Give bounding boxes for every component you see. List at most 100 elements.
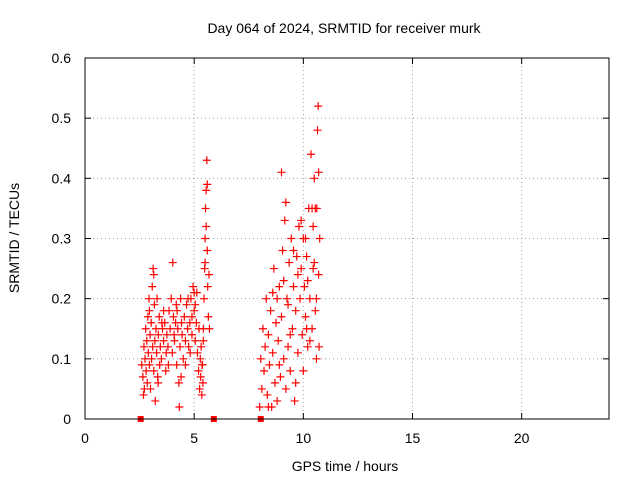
data-point bbox=[137, 360, 146, 369]
data-point bbox=[168, 258, 177, 267]
data-point bbox=[155, 360, 164, 369]
data-point bbox=[303, 342, 312, 351]
data-point bbox=[193, 348, 202, 357]
data-point bbox=[296, 294, 305, 303]
data-point bbox=[202, 156, 211, 165]
data-point bbox=[285, 258, 294, 267]
data-point bbox=[149, 270, 158, 279]
data-point bbox=[143, 312, 152, 321]
data-point bbox=[187, 312, 196, 321]
data-point bbox=[150, 300, 159, 309]
data-point bbox=[302, 324, 311, 333]
data-point bbox=[201, 258, 210, 267]
data-point bbox=[146, 330, 155, 339]
data-point bbox=[309, 222, 318, 231]
data-point bbox=[180, 312, 189, 321]
data-point bbox=[263, 390, 272, 399]
data-point bbox=[170, 330, 179, 339]
data-point bbox=[172, 360, 181, 369]
data-point bbox=[198, 378, 207, 387]
data-point bbox=[268, 348, 277, 357]
data-point bbox=[205, 270, 214, 279]
data-point bbox=[148, 282, 157, 291]
data-point bbox=[149, 366, 158, 375]
data-point bbox=[274, 336, 283, 345]
data-point bbox=[178, 330, 187, 339]
chart-title: Day 064 of 2024, SRMTID for receiver mur… bbox=[207, 20, 481, 36]
data-point bbox=[158, 324, 167, 333]
data-point bbox=[143, 378, 152, 387]
data-point bbox=[201, 204, 210, 213]
data-point bbox=[138, 372, 147, 381]
data-point bbox=[202, 186, 211, 195]
data-point bbox=[306, 150, 315, 159]
data-point bbox=[156, 342, 165, 351]
y-tick-label: 0.5 bbox=[52, 110, 72, 126]
y-tick-label: 0 bbox=[63, 411, 71, 427]
data-point bbox=[184, 294, 193, 303]
data-point bbox=[297, 264, 306, 273]
data-point bbox=[280, 216, 289, 225]
data-point bbox=[312, 354, 321, 363]
data-point bbox=[302, 252, 311, 261]
data-point bbox=[261, 342, 270, 351]
data-point bbox=[198, 360, 207, 369]
data-point bbox=[186, 348, 195, 357]
data-point bbox=[313, 126, 322, 135]
data-point bbox=[175, 402, 184, 411]
data-point bbox=[199, 294, 208, 303]
data-point bbox=[197, 342, 206, 351]
data-point bbox=[152, 348, 161, 357]
data-point bbox=[314, 102, 323, 111]
data-point bbox=[144, 294, 153, 303]
data-point bbox=[258, 324, 267, 333]
data-point bbox=[194, 366, 203, 375]
data-point bbox=[265, 360, 274, 369]
y-axis-label: SRMTID / TECUs bbox=[6, 183, 22, 293]
data-point bbox=[177, 318, 186, 327]
data-point bbox=[182, 300, 191, 309]
data-point bbox=[205, 324, 214, 333]
data-point bbox=[273, 396, 282, 405]
data-point bbox=[314, 168, 323, 177]
data-point bbox=[286, 330, 295, 339]
data-point bbox=[278, 246, 287, 255]
data-point bbox=[288, 324, 297, 333]
data-point bbox=[197, 390, 206, 399]
data-point bbox=[157, 318, 166, 327]
data-point bbox=[147, 354, 156, 363]
y-tick-label: 0.1 bbox=[52, 351, 72, 367]
data-point bbox=[299, 366, 308, 375]
data-point bbox=[142, 336, 151, 345]
data-point bbox=[191, 300, 200, 309]
data-point bbox=[282, 294, 291, 303]
x-tick-label: 10 bbox=[296, 430, 312, 446]
data-point bbox=[297, 216, 306, 225]
data-point bbox=[201, 234, 210, 243]
data-point bbox=[298, 330, 307, 339]
y-tick-label: 0.3 bbox=[52, 231, 72, 247]
data-point bbox=[204, 312, 213, 321]
data-point bbox=[289, 282, 298, 291]
data-point bbox=[149, 264, 158, 273]
data-point bbox=[289, 246, 298, 255]
data-point bbox=[162, 330, 171, 339]
data-point bbox=[189, 282, 198, 291]
data-point bbox=[309, 264, 318, 273]
x-tick-label: 20 bbox=[514, 430, 530, 446]
data-point bbox=[284, 300, 293, 309]
data-point bbox=[141, 324, 150, 333]
data-point bbox=[293, 348, 302, 357]
data-point bbox=[190, 288, 199, 297]
data-point bbox=[287, 234, 296, 243]
data-point bbox=[264, 330, 273, 339]
data-point bbox=[184, 342, 193, 351]
data-point bbox=[172, 300, 181, 309]
data-point bbox=[139, 342, 148, 351]
data-point bbox=[291, 378, 300, 387]
data-point bbox=[142, 366, 151, 375]
data-point bbox=[202, 222, 211, 231]
data-point bbox=[145, 306, 154, 315]
y-tick-label: 0.4 bbox=[52, 170, 72, 186]
